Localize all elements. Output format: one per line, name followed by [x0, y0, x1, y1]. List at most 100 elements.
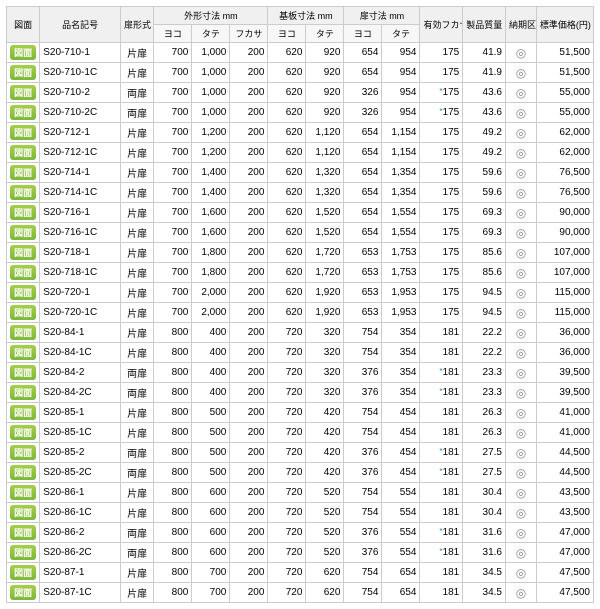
delivery-cell: ◎: [505, 563, 536, 583]
delivery-cell: ◎: [505, 523, 536, 543]
drawing-button[interactable]: 図面: [10, 85, 36, 100]
door-w-cell: 754: [344, 483, 382, 503]
product-table: 図面 品名記号 扉形式 外形寸法 mm 基板寸法 mm 扉寸法 mm 有効フカサ…: [6, 6, 594, 603]
drawing-button[interactable]: 図面: [10, 65, 36, 80]
door-h-cell: 354: [382, 343, 420, 363]
eff-depth-cell: 175: [420, 143, 463, 163]
drawing-button[interactable]: 図面: [10, 585, 36, 600]
table-row: 図面S20-718-1C片扉7001,8002006201,7206531,75…: [7, 263, 594, 283]
board-h-cell: 620: [306, 583, 344, 603]
outer-w-cell: 800: [154, 483, 192, 503]
drawing-button[interactable]: 図面: [10, 325, 36, 340]
doortype-cell: 片扉: [121, 403, 154, 423]
table-row: 図面S20-85-1C片扉80050020072042075445418126.…: [7, 423, 594, 443]
doortype-cell: 片扉: [121, 483, 154, 503]
door-h-cell: 354: [382, 383, 420, 403]
drawing-button[interactable]: 図面: [10, 125, 36, 140]
drawing-button[interactable]: 図面: [10, 345, 36, 360]
drawing-button[interactable]: 図面: [10, 385, 36, 400]
drawing-button[interactable]: 図面: [10, 365, 36, 380]
outer-w-cell: 800: [154, 463, 192, 483]
outer-w-cell: 700: [154, 63, 192, 83]
drawing-button[interactable]: 図面: [10, 105, 36, 120]
drawing-cell: 図面: [7, 223, 40, 243]
board-w-cell: 720: [268, 583, 306, 603]
eff-depth-cell: *175: [420, 103, 463, 123]
doortype-cell: 片扉: [121, 303, 154, 323]
drawing-button[interactable]: 図面: [10, 465, 36, 480]
table-row: 図面S20-710-1C片扉7001,000200620920654954175…: [7, 63, 594, 83]
doortype-cell: 片扉: [121, 203, 154, 223]
drawing-button[interactable]: 図面: [10, 545, 36, 560]
drawing-cell: 図面: [7, 163, 40, 183]
drawing-cell: 図面: [7, 303, 40, 323]
delivery-cell: ◎: [505, 43, 536, 63]
partnum-cell: S20-86-2C: [40, 543, 121, 563]
drawing-cell: 図面: [7, 43, 40, 63]
delivery-cell: ◎: [505, 503, 536, 523]
delivery-cell: ◎: [505, 323, 536, 343]
price-cell: 44,500: [536, 443, 593, 463]
eff-depth-cell: 175: [420, 123, 463, 143]
door-w-cell: 654: [344, 43, 382, 63]
table-row: 図面S20-720-1片扉7002,0002006201,9206531,953…: [7, 283, 594, 303]
outer-h-cell: 500: [192, 443, 230, 463]
circle-icon: ◎: [516, 526, 526, 540]
outer-d-cell: 200: [230, 83, 268, 103]
door-w-cell: 376: [344, 443, 382, 463]
drawing-button[interactable]: 図面: [10, 205, 36, 220]
eff-depth-cell: 175: [420, 223, 463, 243]
circle-icon: ◎: [516, 306, 526, 320]
drawing-cell: 図面: [7, 583, 40, 603]
drawing-button[interactable]: 図面: [10, 505, 36, 520]
partnum-cell: S20-710-1: [40, 43, 121, 63]
outer-w-cell: 800: [154, 523, 192, 543]
weight-cell: 43.6: [463, 103, 506, 123]
col-weight: 製品質量 kg: [463, 7, 506, 43]
drawing-button[interactable]: 図面: [10, 165, 36, 180]
board-h-cell: 920: [306, 83, 344, 103]
drawing-button[interactable]: 図面: [10, 145, 36, 160]
drawing-button[interactable]: 図面: [10, 425, 36, 440]
price-cell: 62,000: [536, 143, 593, 163]
partnum-cell: S20-718-1C: [40, 263, 121, 283]
drawing-button[interactable]: 図面: [10, 185, 36, 200]
drawing-button[interactable]: 図面: [10, 285, 36, 300]
outer-d-cell: 200: [230, 243, 268, 263]
door-h-cell: 654: [382, 563, 420, 583]
drawing-button[interactable]: 図面: [10, 565, 36, 580]
delivery-cell: ◎: [505, 383, 536, 403]
col-door-dim: 扉寸法 mm: [344, 7, 420, 25]
outer-w-cell: 800: [154, 363, 192, 383]
outer-d-cell: 200: [230, 303, 268, 323]
delivery-cell: ◎: [505, 223, 536, 243]
partnum-cell: S20-86-1C: [40, 503, 121, 523]
door-h-cell: 454: [382, 463, 420, 483]
board-w-cell: 720: [268, 563, 306, 583]
drawing-button[interactable]: 図面: [10, 225, 36, 240]
outer-h-cell: 400: [192, 383, 230, 403]
drawing-button[interactable]: 図面: [10, 445, 36, 460]
drawing-button[interactable]: 図面: [10, 265, 36, 280]
col-board-h: タテ: [306, 25, 344, 43]
drawing-button[interactable]: 図面: [10, 485, 36, 500]
board-h-cell: 920: [306, 43, 344, 63]
drawing-button[interactable]: 図面: [10, 405, 36, 420]
price-cell: 62,000: [536, 123, 593, 143]
outer-h-cell: 1,400: [192, 183, 230, 203]
board-h-cell: 520: [306, 503, 344, 523]
door-w-cell: 654: [344, 183, 382, 203]
drawing-button[interactable]: 図面: [10, 45, 36, 60]
door-h-cell: 554: [382, 503, 420, 523]
price-cell: 51,500: [536, 43, 593, 63]
outer-h-cell: 500: [192, 463, 230, 483]
circle-icon: ◎: [516, 106, 526, 120]
table-row: 図面S20-720-1C片扉7002,0002006201,9206531,95…: [7, 303, 594, 323]
outer-h-cell: 1,000: [192, 83, 230, 103]
outer-d-cell: 200: [230, 203, 268, 223]
drawing-button[interactable]: 図面: [10, 245, 36, 260]
outer-d-cell: 200: [230, 183, 268, 203]
drawing-button[interactable]: 図面: [10, 525, 36, 540]
drawing-button[interactable]: 図面: [10, 305, 36, 320]
table-row: 図面S20-85-2C両扉800500200720420376454*18127…: [7, 463, 594, 483]
